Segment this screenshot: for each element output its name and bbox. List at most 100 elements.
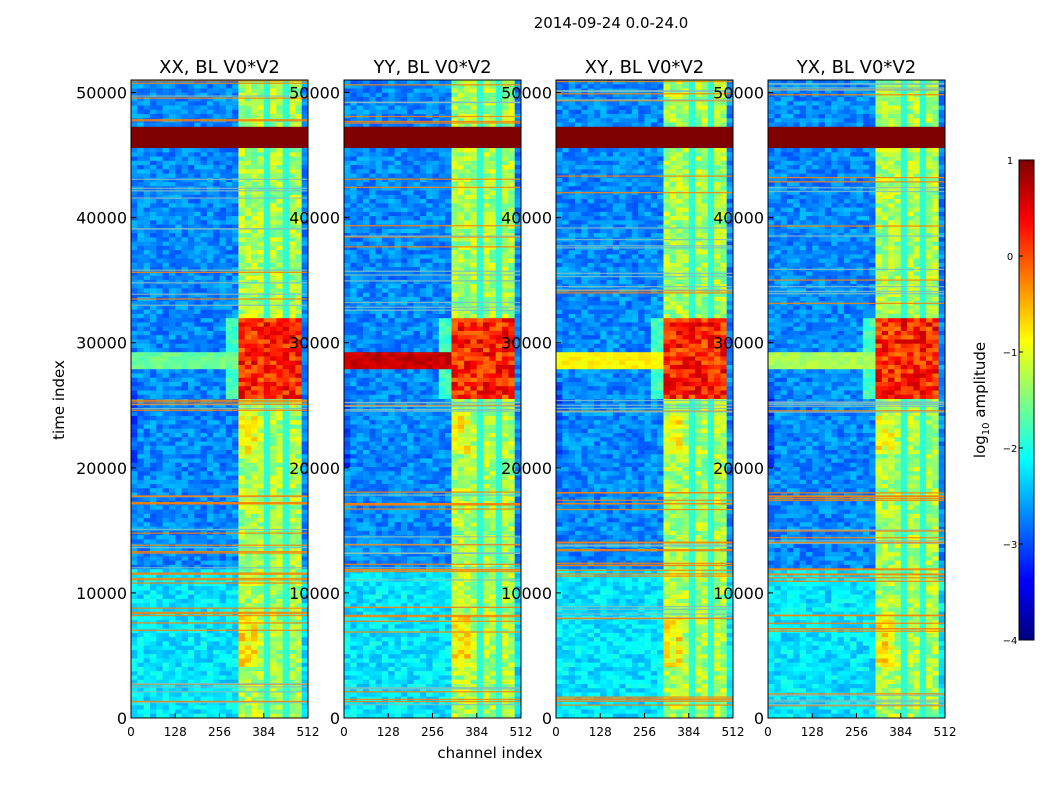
heatmap-cell (432, 169, 440, 174)
heatmap-cell (175, 271, 182, 277)
heatmap-cell (257, 109, 265, 115)
heatmap-cell (238, 586, 246, 591)
heatmap-cell (295, 228, 303, 234)
heatmap-cell (244, 369, 252, 374)
heatmap-cell (451, 160, 459, 166)
heatmap-cell (263, 284, 271, 289)
heatmap-cell (131, 347, 138, 353)
heatmap-cell (213, 590, 220, 596)
heatmap-cell (143, 539, 151, 545)
heatmap-cell (270, 458, 277, 464)
heatmap-cell (251, 560, 258, 566)
heatmap-cell (244, 607, 252, 613)
heatmap-cell (270, 97, 277, 102)
heatmap-cell (451, 131, 459, 136)
heatmap-cell (457, 131, 465, 136)
heatmap-cell (369, 156, 377, 162)
heatmap-cell (200, 700, 208, 706)
heatmap-cell (194, 122, 201, 128)
heatmap-cell (476, 173, 484, 179)
heatmap-cell (219, 313, 227, 319)
heatmap-cell (289, 547, 296, 553)
heatmap-cell (200, 479, 208, 485)
heatmap-cell (143, 437, 151, 442)
heatmap-cell (149, 709, 157, 715)
heatmap-cell (232, 190, 239, 196)
heatmap-cell (419, 182, 427, 187)
heatmap-cell (206, 322, 214, 328)
heatmap-cell (149, 194, 157, 200)
heatmap-cell (156, 632, 164, 638)
heatmap-cell (206, 624, 214, 630)
heatmap-cell (200, 309, 208, 315)
heatmap-cell (238, 326, 246, 332)
heatmap-cell (282, 569, 290, 574)
heatmap-cell (131, 233, 138, 238)
heatmap-cell (282, 416, 290, 421)
heatmap-cell (251, 433, 258, 438)
heatmap-cell (156, 441, 164, 447)
heatmap-cell (206, 488, 214, 493)
heatmap-cell (187, 458, 195, 464)
heatmap-cell (131, 586, 138, 591)
heatmap-cell (257, 607, 265, 613)
heatmap-cell (131, 152, 138, 157)
heatmap-cell (149, 254, 157, 260)
heatmap-cell (295, 586, 303, 591)
heatmap-cell (194, 233, 201, 238)
heatmap-cell (219, 713, 227, 719)
heatmap-cell (206, 632, 214, 638)
heatmap-cell (276, 169, 284, 174)
heatmap-cell (206, 484, 214, 489)
heatmap-cell (206, 156, 214, 162)
heatmap-cell (295, 352, 303, 357)
heatmap-cell (187, 403, 195, 408)
heatmap-cell (407, 173, 414, 179)
heatmap-cell (187, 692, 195, 698)
heatmap-cell (219, 126, 227, 132)
heatmap-cell (301, 539, 309, 545)
heatmap-cell (301, 97, 309, 102)
heatmap-cell (137, 641, 145, 647)
heatmap-cell (200, 352, 208, 357)
heatmap-cell (219, 271, 227, 277)
heatmap-cell (483, 105, 490, 111)
heatmap-cell (276, 114, 284, 119)
heatmap-cell (175, 318, 182, 323)
heatmap-cell (238, 411, 246, 417)
heatmap-cell (270, 194, 277, 200)
heatmap-cell (175, 237, 182, 243)
heatmap-cell (200, 632, 208, 638)
heatmap-cell (407, 177, 414, 183)
heatmap-cell (426, 105, 433, 111)
heatmap-cell (168, 471, 176, 476)
heatmap-cell (251, 696, 258, 702)
heatmap-cell (426, 177, 433, 183)
heatmap-cell (181, 445, 189, 451)
heatmap-cell (225, 488, 233, 493)
heatmap-cell (483, 143, 490, 149)
heatmap-cell (156, 139, 164, 145)
heatmap-cell (232, 471, 239, 476)
heatmap-cell (156, 258, 164, 264)
heatmap-cell (457, 97, 465, 102)
heatmap-cell (187, 394, 195, 400)
heatmap-cell (289, 675, 296, 681)
heatmap-cell (225, 513, 233, 519)
heatmap-cell (263, 598, 271, 604)
heatmap-cell (187, 84, 195, 89)
heatmap-cell (394, 182, 402, 187)
heatmap-cell (419, 126, 427, 132)
heatmap-cell (232, 377, 239, 383)
heatmap-cell (301, 666, 309, 672)
heatmap-cell (219, 156, 227, 162)
heatmap-cell (244, 224, 252, 230)
heatmap-cell (263, 373, 271, 379)
heatmap-cell (301, 598, 309, 604)
heatmap-cell (295, 420, 303, 425)
heatmap-cell (200, 543, 208, 549)
heatmap-cell (187, 662, 195, 668)
heatmap-cell (187, 645, 195, 651)
heatmap-cell (162, 505, 170, 510)
heatmap-cell (400, 165, 408, 170)
